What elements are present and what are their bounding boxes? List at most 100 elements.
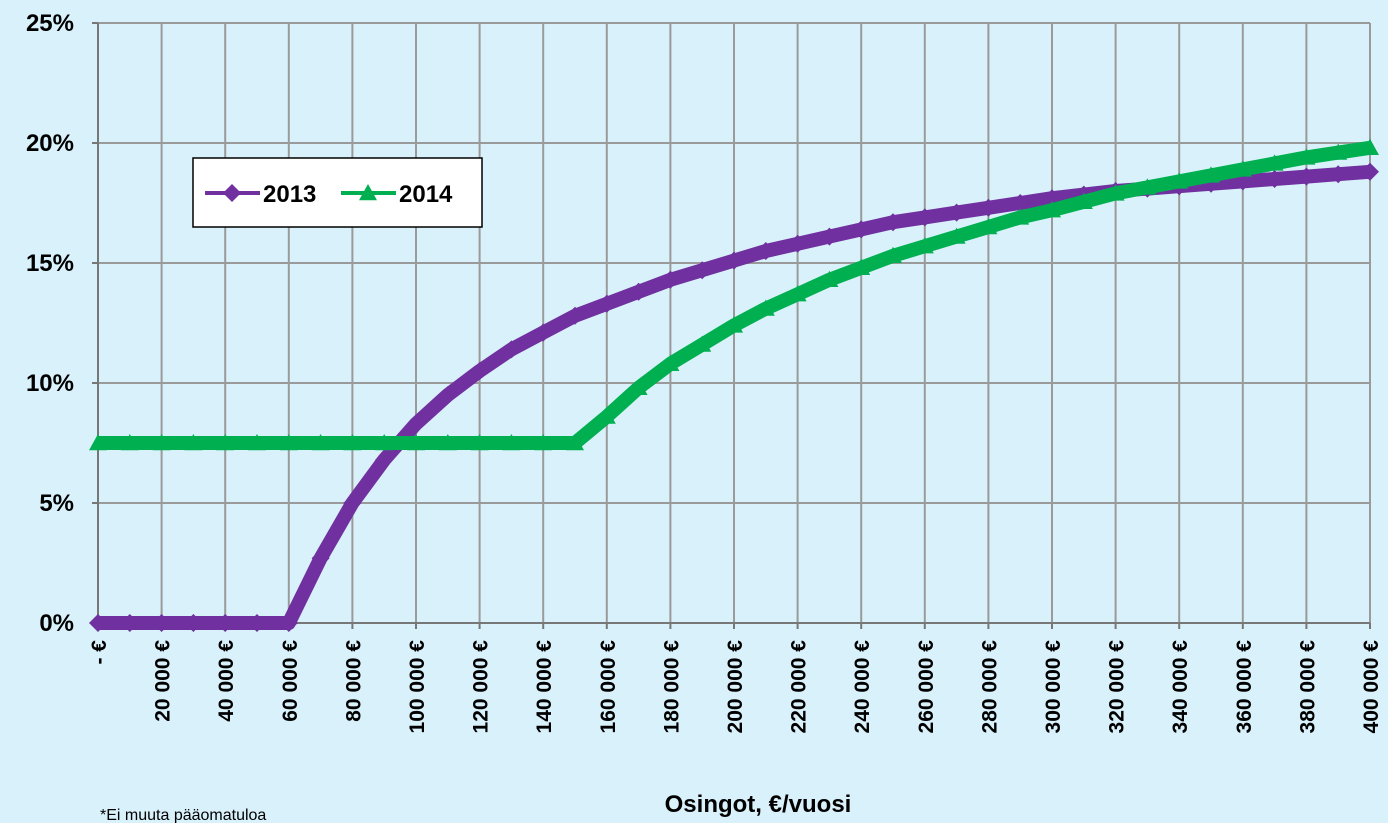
marker xyxy=(216,434,235,451)
marker xyxy=(629,378,648,395)
y-tick-label: 25% xyxy=(26,10,74,37)
x-tick-label: 200 000 € xyxy=(724,640,747,734)
marker xyxy=(852,258,871,275)
marker xyxy=(693,261,712,280)
marker xyxy=(884,246,902,263)
marker xyxy=(1170,172,1189,189)
x-tick-label: 320 000 € xyxy=(1106,640,1129,734)
marker xyxy=(375,434,394,451)
x-axis-label: Osingot, €/vuosi xyxy=(665,791,852,818)
x-tick-label: 400 000 € xyxy=(1360,640,1383,734)
marker xyxy=(1202,166,1220,183)
marker xyxy=(597,294,616,313)
marker xyxy=(216,614,235,632)
marker xyxy=(120,434,139,451)
marker xyxy=(1329,165,1348,184)
marker xyxy=(1297,167,1316,186)
marker xyxy=(502,434,521,451)
marker xyxy=(407,434,425,451)
marker xyxy=(1011,194,1030,212)
marker xyxy=(152,614,171,632)
y-tick-label: 0% xyxy=(39,610,74,637)
marker xyxy=(438,386,457,404)
marker xyxy=(947,227,966,244)
marker xyxy=(947,203,966,222)
x-tick-label: - € xyxy=(88,640,111,665)
marker xyxy=(343,494,362,512)
x-tick-label: 120 000 € xyxy=(470,640,493,734)
marker xyxy=(120,614,139,632)
marker xyxy=(279,434,298,451)
marker xyxy=(1074,192,1093,209)
marker xyxy=(343,434,362,451)
marker xyxy=(534,323,553,342)
marker xyxy=(788,234,807,253)
marker xyxy=(534,434,553,451)
y-tick-label: 10% xyxy=(26,370,74,397)
marker xyxy=(693,335,712,352)
marker xyxy=(470,362,489,380)
marker xyxy=(375,450,394,469)
marker xyxy=(788,285,807,302)
marker xyxy=(89,614,107,632)
marker xyxy=(915,208,934,227)
x-tick-label: 60 000 € xyxy=(279,640,302,722)
marker xyxy=(820,227,839,246)
marker xyxy=(884,213,902,232)
marker xyxy=(725,316,743,333)
marker xyxy=(756,299,775,316)
marker xyxy=(89,434,107,451)
marker xyxy=(438,434,457,451)
x-tick-label: 300 000 € xyxy=(1042,640,1065,734)
marker xyxy=(407,414,425,433)
marker xyxy=(1265,154,1284,171)
marker xyxy=(1011,208,1030,225)
legend: 2013 2014 xyxy=(192,157,483,228)
x-tick-label: 140 000 € xyxy=(533,640,556,734)
y-tick-label: 15% xyxy=(26,250,74,277)
marker xyxy=(152,434,171,451)
x-tick-label: 80 000 € xyxy=(342,640,365,722)
y-tick-label: 5% xyxy=(39,490,74,517)
marker xyxy=(979,218,998,235)
marker xyxy=(566,306,584,325)
marker xyxy=(1265,170,1284,188)
x-tick-label: 360 000 € xyxy=(1233,640,1256,734)
marker xyxy=(661,354,680,371)
marker xyxy=(566,434,584,451)
marker xyxy=(852,220,871,239)
marker xyxy=(661,270,680,289)
marker xyxy=(470,434,489,451)
marker xyxy=(279,614,298,632)
marker xyxy=(756,242,775,260)
x-tick-label: 380 000 € xyxy=(1296,640,1319,734)
marker xyxy=(184,614,203,632)
x-tick-label: 260 000 € xyxy=(915,640,938,734)
x-tick-label: 40 000 € xyxy=(215,640,238,722)
marker xyxy=(725,251,743,270)
marker xyxy=(1106,184,1125,201)
x-tick-label: 180 000 € xyxy=(660,640,683,734)
marker xyxy=(820,270,839,287)
marker xyxy=(1329,143,1348,160)
y-tick-label: 20% xyxy=(26,130,74,157)
marker xyxy=(1361,162,1379,181)
marker xyxy=(359,184,377,201)
marker xyxy=(311,434,330,451)
legend-label: 2014 xyxy=(399,181,453,208)
marker xyxy=(979,198,998,217)
legend-label: 2013 xyxy=(263,181,316,208)
marker xyxy=(629,282,648,301)
marker xyxy=(311,549,330,568)
x-tick-label: 220 000 € xyxy=(788,640,811,734)
marker xyxy=(1361,138,1379,155)
marker xyxy=(1043,201,1061,218)
x-tick-label: 100 000 € xyxy=(406,640,429,734)
x-tick-label: 20 000 € xyxy=(152,640,175,722)
marker xyxy=(1138,178,1157,195)
x-tick-label: 340 000 € xyxy=(1169,640,1192,734)
x-tick-label: 280 000 € xyxy=(978,640,1001,734)
footnote: *Ei muuta pääomatuloa xyxy=(100,807,266,823)
